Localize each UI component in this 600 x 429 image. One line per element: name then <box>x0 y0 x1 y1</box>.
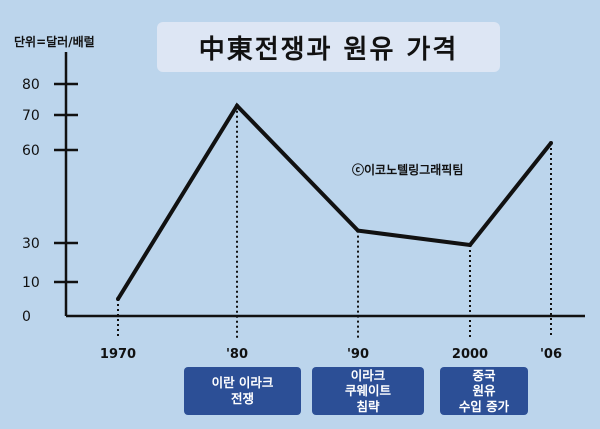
x-tick-label: '90 <box>347 347 369 362</box>
data-point <box>468 242 472 247</box>
x-axis-labels: 1970 '80 '90 2000 '06 <box>100 347 562 362</box>
event-box-iran-iraq-war: 이란 이라크 전쟁 <box>184 367 301 415</box>
y-tick-label: 0 <box>22 309 31 325</box>
year-guide-lines <box>117 105 552 338</box>
unit-label: 단위=달러/배럴 <box>14 35 95 49</box>
y-tick-label: 60 <box>22 143 40 159</box>
chart-axes <box>64 52 585 318</box>
y-tick-label: 80 <box>22 77 40 93</box>
event-label: 중국 원유 수입 증가 <box>458 367 510 414</box>
credit-label: ⓒ이코노텔링그래픽팀 <box>352 163 464 177</box>
data-point <box>235 103 239 108</box>
price-line <box>116 102 553 301</box>
data-point <box>116 297 120 301</box>
y-tick-label: 10 <box>22 275 40 291</box>
chart-title: 中東전쟁과 원유 가격 <box>157 22 500 72</box>
event-box-china-imports: 중국 원유 수입 증가 <box>440 367 528 415</box>
y-tick-label: 70 <box>22 108 40 124</box>
event-box-kuwait-invasion: 이라크 쿠웨이트 침략 <box>312 367 424 415</box>
y-axis-ticks: 0 10 30 60 70 80 <box>22 77 78 325</box>
price-series <box>116 102 553 301</box>
data-point <box>356 228 360 233</box>
x-tick-label: 1970 <box>100 347 136 362</box>
event-label: 이란 이라크 전쟁 <box>211 375 274 406</box>
x-tick-label: 2000 <box>452 347 488 362</box>
data-point <box>549 141 553 145</box>
x-tick-label: '80 <box>226 347 248 362</box>
event-label: 이라크 쿠웨이트 침략 <box>344 367 391 414</box>
x-tick-label: '06 <box>540 347 562 362</box>
y-tick-label: 30 <box>22 236 40 252</box>
